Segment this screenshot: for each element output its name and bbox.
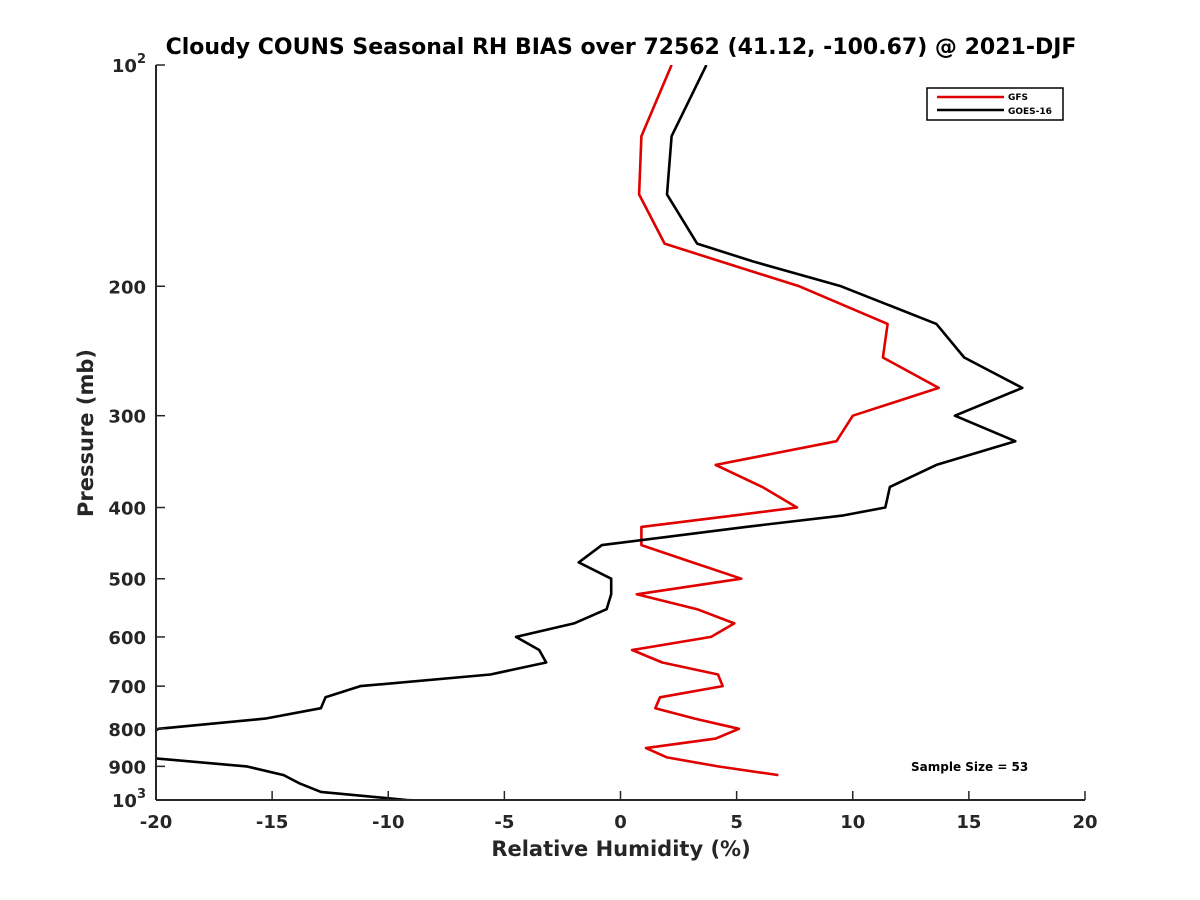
y-axis-label: Pressure (mb): [74, 349, 98, 517]
x-tick-label: 15: [956, 812, 981, 833]
legend-label-goes16: GOES-16: [1008, 107, 1052, 117]
x-tick-label: -10: [372, 812, 405, 833]
x-axis-label: Relative Humidity (%): [491, 837, 750, 861]
x-tick-label: 0: [614, 812, 627, 833]
y-tick-label: 200: [108, 277, 146, 298]
y-tick-label: 800: [108, 720, 146, 741]
y-tick-label: 900: [108, 757, 146, 778]
series-line-goes16: [156, 65, 1024, 800]
x-tick-label: 5: [730, 812, 743, 833]
chart-title: Cloudy COUNS Seasonal RH BIAS over 72562…: [166, 35, 1077, 60]
legend: GFS GOES-16: [926, 87, 1064, 121]
x-tick-label: -15: [256, 812, 289, 833]
legend-label-gfs: GFS: [1008, 93, 1028, 103]
y-tick-label: 400: [108, 499, 146, 520]
y-tick-label: 300: [108, 407, 146, 428]
series-line-gfs: [630, 65, 941, 777]
sample-size-annotation: Sample Size = 53: [911, 760, 1028, 774]
legend-box: [926, 87, 1064, 121]
y-tick-label: 600: [108, 628, 146, 649]
y-tick-label: 102: [112, 52, 146, 77]
x-tick-label: 20: [1072, 812, 1097, 833]
x-tick-label: -20: [140, 812, 173, 833]
y-tick-label: 700: [108, 677, 146, 698]
y-tick-label: 103: [112, 787, 146, 812]
x-tick-label: 10: [840, 812, 865, 833]
x-tick-label: -5: [494, 812, 514, 833]
y-tick-label: 500: [108, 570, 146, 591]
